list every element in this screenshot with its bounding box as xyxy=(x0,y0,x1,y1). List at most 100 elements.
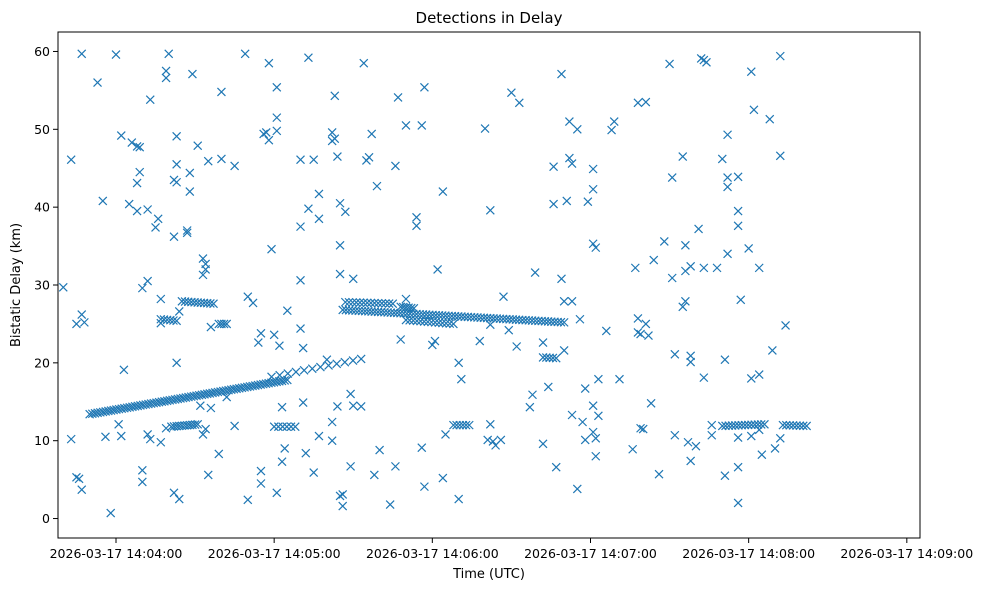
data-point xyxy=(412,316,422,326)
data-point xyxy=(644,331,653,341)
data-point xyxy=(87,409,97,419)
chart-title: Detections in Delay xyxy=(416,9,563,27)
data-point xyxy=(548,353,558,363)
data-point xyxy=(572,124,582,134)
data-point xyxy=(678,302,688,312)
data-point xyxy=(557,274,566,284)
data-point xyxy=(641,97,651,107)
data-point xyxy=(737,420,747,430)
data-point xyxy=(222,392,232,402)
data-point xyxy=(264,58,274,68)
data-point xyxy=(372,181,382,191)
data-point xyxy=(256,380,266,390)
data-point xyxy=(172,131,182,141)
data-point xyxy=(304,204,313,214)
data-point xyxy=(405,315,415,325)
data-point xyxy=(543,382,553,392)
data-point xyxy=(77,49,87,59)
data-point xyxy=(633,328,643,337)
data-point xyxy=(743,420,753,430)
data-point xyxy=(176,394,185,403)
data-point xyxy=(234,383,244,393)
data-point xyxy=(143,205,153,214)
data-point xyxy=(409,303,419,313)
data-point xyxy=(137,465,147,475)
data-point xyxy=(572,484,582,494)
data-point xyxy=(717,421,727,431)
data-point xyxy=(412,221,421,231)
data-point xyxy=(298,398,308,407)
data-point xyxy=(101,432,110,442)
data-point xyxy=(132,206,142,216)
data-point xyxy=(433,265,443,274)
data-point xyxy=(189,391,199,401)
data-point xyxy=(327,436,337,446)
data-point xyxy=(230,421,240,431)
data-point xyxy=(423,317,433,327)
data-point xyxy=(694,224,703,234)
data-point xyxy=(723,130,732,140)
data-point xyxy=(338,489,348,499)
data-point xyxy=(282,422,292,432)
data-point xyxy=(253,338,263,348)
x-tick-label: 2026-03-17 14:07:00 xyxy=(524,546,657,561)
data-point xyxy=(754,425,764,435)
data-point xyxy=(601,326,611,336)
data-point xyxy=(209,299,218,309)
data-point xyxy=(314,214,324,224)
x-axis-ticks: 2026-03-17 14:04:00 2026-03-17 14:05:00 20… xyxy=(50,538,973,561)
data-point xyxy=(464,420,474,430)
data-point xyxy=(724,421,734,431)
data-point xyxy=(137,477,147,487)
data-point xyxy=(419,82,429,92)
data-point xyxy=(775,51,785,61)
data-point xyxy=(775,433,785,443)
data-point xyxy=(272,488,282,498)
data-point xyxy=(384,299,394,308)
data-point xyxy=(157,397,167,407)
data-point xyxy=(416,316,425,326)
data-point xyxy=(485,419,495,429)
data-point xyxy=(111,405,121,415)
data-point xyxy=(116,431,126,441)
data-point xyxy=(138,400,148,410)
data-point xyxy=(721,421,730,431)
data-point xyxy=(133,401,143,411)
data-point xyxy=(720,471,730,481)
data-point xyxy=(267,372,276,382)
data-point xyxy=(417,443,427,453)
data-point xyxy=(696,54,706,63)
data-point xyxy=(580,384,590,393)
data-point xyxy=(549,162,559,172)
data-point xyxy=(90,408,100,418)
data-point xyxy=(217,87,226,97)
data-point xyxy=(438,473,448,483)
data-point xyxy=(593,411,603,421)
data-point xyxy=(116,131,126,140)
data-point xyxy=(753,420,763,430)
data-point xyxy=(636,423,645,433)
data-point xyxy=(169,316,178,325)
data-point xyxy=(145,434,155,444)
data-point xyxy=(578,417,588,427)
data-point xyxy=(217,154,226,164)
data-point xyxy=(355,298,365,308)
data-point xyxy=(756,420,766,429)
data-point xyxy=(243,292,253,302)
data-point xyxy=(659,236,669,246)
y-axis-label: Bistatic Delay (km) xyxy=(9,223,24,347)
data-point xyxy=(109,405,119,415)
data-point xyxy=(770,444,780,453)
data-point xyxy=(169,232,179,242)
data-point xyxy=(222,319,232,329)
data-point xyxy=(248,298,258,308)
data-point xyxy=(346,461,356,471)
data-point xyxy=(201,265,211,274)
data-point xyxy=(192,391,201,401)
data-point xyxy=(296,222,305,232)
data-point xyxy=(538,352,548,362)
data-point xyxy=(475,336,485,346)
data-point xyxy=(273,422,283,432)
data-point xyxy=(559,296,569,306)
data-point xyxy=(203,156,213,166)
